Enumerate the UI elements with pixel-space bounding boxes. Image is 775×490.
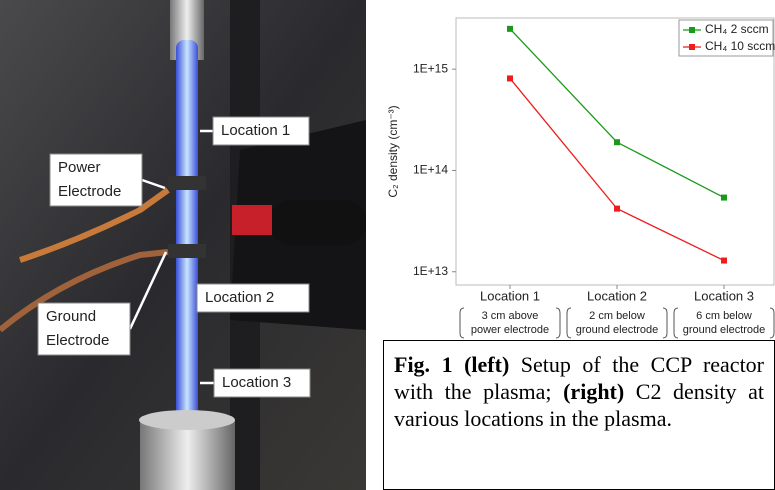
caption-text: (right) [563,379,624,404]
marker [721,258,727,264]
photo-label: Location 2 [205,289,274,306]
plot-frame [456,18,774,285]
y-tick-label: 1E+15 [413,61,448,75]
photo-label: Power [58,159,101,176]
photo-label: Electrode [46,332,109,349]
base-top [139,410,235,430]
marker [507,26,513,32]
photo-label: Location 3 [222,374,291,391]
x-tick-label: Location 3 [694,288,754,303]
marker [507,75,513,81]
photo-label: Electrode [58,183,121,200]
y-axis-label: C₂ density (cm⁻³) [386,105,400,197]
x-tick-label: Location 1 [480,288,540,303]
category-note: ground electrode [576,324,659,336]
category-note: 3 cm above [482,310,539,322]
page: 1E+13 1E+14 1E+15 C₂ density (cm⁻³) Location… [0,0,775,490]
plasma-tube [176,40,198,440]
chart: 1E+13 1E+14 1E+15 C₂ density (cm⁻³) Location… [386,18,775,338]
pipe [270,200,366,245]
legend-label: CH₄ 2 sccm [705,22,769,36]
marker [614,139,620,145]
legend-marker [689,27,695,33]
caption: Fig. 1 (left) Setup of the CCP reactor w… [383,340,775,490]
photo [0,0,366,490]
category-note: power electrode [471,324,549,336]
ground-electrode [168,244,206,258]
legend-label: CH₄ 10 sccm [705,39,775,53]
photo-label: Location 1 [221,122,290,139]
x-tick-label: Location 2 [587,288,647,303]
category-note: 6 cm below [696,310,752,322]
caption-text: Fig. 1 (left) [394,352,509,377]
tape [232,205,272,235]
y-tick-label: 1E+14 [413,163,448,177]
y-tick-label: 1E+13 [413,264,448,278]
power-electrode [168,176,206,190]
photo-label: Ground [46,308,96,325]
base-fitting [140,420,235,490]
marker [721,195,727,201]
marker [614,206,620,212]
category-note: ground electrode [683,324,766,336]
legend-marker [689,44,695,50]
category-note: 2 cm below [589,310,645,322]
